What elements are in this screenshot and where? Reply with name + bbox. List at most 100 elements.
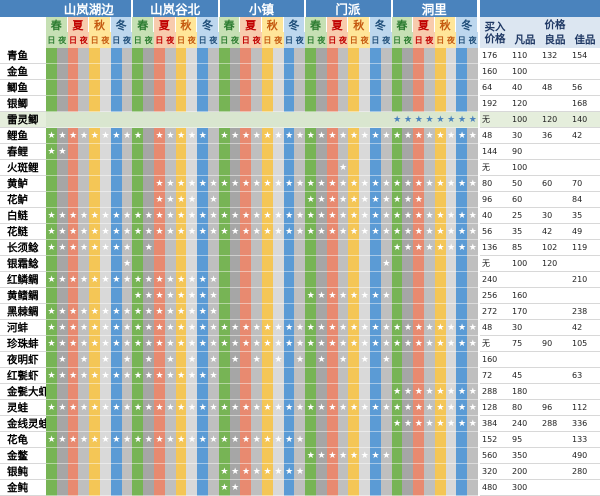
catch-cell bbox=[186, 112, 198, 128]
catch-cell bbox=[175, 64, 187, 80]
catch-cell bbox=[262, 272, 274, 288]
catch-cell: ★ bbox=[434, 384, 446, 400]
catch-cell: ★ bbox=[143, 320, 155, 336]
catch-cell bbox=[262, 288, 274, 304]
catch-cell bbox=[56, 160, 68, 176]
catch-cell: ★ bbox=[164, 128, 176, 144]
catch-cell: ★ bbox=[121, 368, 133, 384]
catch-cell bbox=[154, 80, 166, 96]
sell-price: 35 bbox=[570, 208, 600, 224]
sell-price: 30 bbox=[510, 128, 540, 144]
catch-cell bbox=[316, 480, 328, 496]
catch-cell bbox=[272, 368, 284, 384]
catch-cell bbox=[467, 48, 479, 64]
star-icon: ★ bbox=[414, 322, 423, 333]
catch-cell: ★ bbox=[110, 224, 122, 240]
star-icon: ★ bbox=[371, 178, 380, 189]
catch-cell bbox=[359, 304, 371, 320]
star-icon: ★ bbox=[371, 322, 380, 333]
star-icon: ★ bbox=[198, 290, 207, 301]
catch-cell bbox=[380, 304, 392, 320]
star-icon: ★ bbox=[382, 338, 391, 349]
catch-cell bbox=[456, 96, 468, 112]
buy-price: 56 bbox=[480, 224, 510, 240]
catch-cell: ★ bbox=[413, 208, 425, 224]
catch-cell bbox=[316, 160, 328, 176]
location-divider bbox=[131, 0, 134, 17]
catch-cell bbox=[424, 288, 436, 304]
star-icon: ★ bbox=[339, 322, 348, 333]
day-label: 日 bbox=[348, 32, 360, 48]
catch-cell bbox=[272, 416, 284, 432]
buy-price: 160 bbox=[480, 64, 510, 80]
catch-cell: ★ bbox=[467, 320, 479, 336]
catch-cell bbox=[283, 48, 295, 64]
catch-cell: ★ bbox=[218, 224, 230, 240]
star-icon: ★ bbox=[285, 178, 294, 189]
star-icon: ★ bbox=[241, 178, 251, 189]
star-icon: ★ bbox=[339, 162, 348, 173]
catch-cell bbox=[445, 80, 457, 96]
sell-price: 120 bbox=[540, 112, 570, 128]
catch-cell bbox=[380, 416, 392, 432]
star-icon: ★ bbox=[198, 434, 207, 445]
catch-cell bbox=[100, 480, 112, 496]
day-label: 日 bbox=[154, 32, 165, 48]
star-icon: ★ bbox=[231, 322, 240, 333]
catch-cell bbox=[100, 64, 112, 80]
star-icon: ★ bbox=[47, 146, 56, 157]
catch-cell bbox=[337, 272, 349, 288]
star-icon: ★ bbox=[133, 370, 143, 381]
fish-name: 灵蛙 bbox=[0, 400, 46, 416]
catch-cell: ★ bbox=[46, 128, 58, 144]
catch-cell: ★ bbox=[294, 432, 306, 448]
catch-cell bbox=[78, 256, 90, 272]
sell-price: 100 bbox=[510, 112, 540, 128]
star-icon: ★ bbox=[393, 338, 402, 349]
star-icon: ★ bbox=[371, 450, 380, 461]
catch-cell: ★ bbox=[380, 192, 392, 208]
catch-cell: ★ bbox=[164, 224, 176, 240]
day-label: 日 bbox=[218, 32, 230, 48]
catch-cell bbox=[272, 256, 284, 272]
star-icon: ★ bbox=[133, 274, 143, 285]
catch-cell bbox=[283, 80, 295, 96]
catch-cell: ★ bbox=[67, 400, 79, 416]
catch-cell bbox=[186, 480, 198, 496]
star-icon: ★ bbox=[144, 226, 153, 237]
catch-cell bbox=[402, 160, 414, 176]
catch-cell bbox=[67, 112, 79, 128]
star-icon: ★ bbox=[382, 130, 391, 141]
star-icon: ★ bbox=[414, 226, 423, 237]
catch-cell bbox=[143, 464, 155, 480]
catch-cell: ★ bbox=[56, 128, 68, 144]
catch-cell: ★ bbox=[359, 352, 371, 368]
catch-cell bbox=[402, 304, 414, 320]
star-icon: ★ bbox=[79, 226, 89, 237]
catch-cell: ★ bbox=[337, 128, 349, 144]
day-label: 日 bbox=[46, 32, 57, 48]
catch-cell: ★ bbox=[78, 320, 90, 336]
star-icon: ★ bbox=[274, 178, 283, 189]
star-icon: ★ bbox=[295, 130, 305, 141]
catch-cell: ★ bbox=[251, 128, 263, 144]
catch-cell bbox=[445, 304, 457, 320]
catch-cell: ★ bbox=[380, 176, 392, 192]
catch-cell: ★ bbox=[413, 320, 425, 336]
catch-cell bbox=[294, 384, 306, 400]
catch-cell bbox=[445, 272, 457, 288]
catch-cell: ★ bbox=[294, 400, 306, 416]
catch-cell bbox=[197, 192, 209, 208]
star-icon: ★ bbox=[231, 130, 240, 141]
star-icon: ★ bbox=[166, 274, 175, 285]
season-header: 秋 bbox=[348, 17, 370, 32]
catch-cell bbox=[56, 464, 68, 480]
star-icon: ★ bbox=[123, 338, 132, 349]
season-header: 冬 bbox=[456, 17, 478, 32]
catch-cell: ★ bbox=[402, 112, 414, 128]
catch-cell bbox=[337, 144, 349, 160]
star-icon: ★ bbox=[263, 210, 272, 221]
catch-cell bbox=[434, 64, 446, 80]
star-icon: ★ bbox=[90, 402, 99, 413]
star-icon: ★ bbox=[285, 466, 294, 477]
